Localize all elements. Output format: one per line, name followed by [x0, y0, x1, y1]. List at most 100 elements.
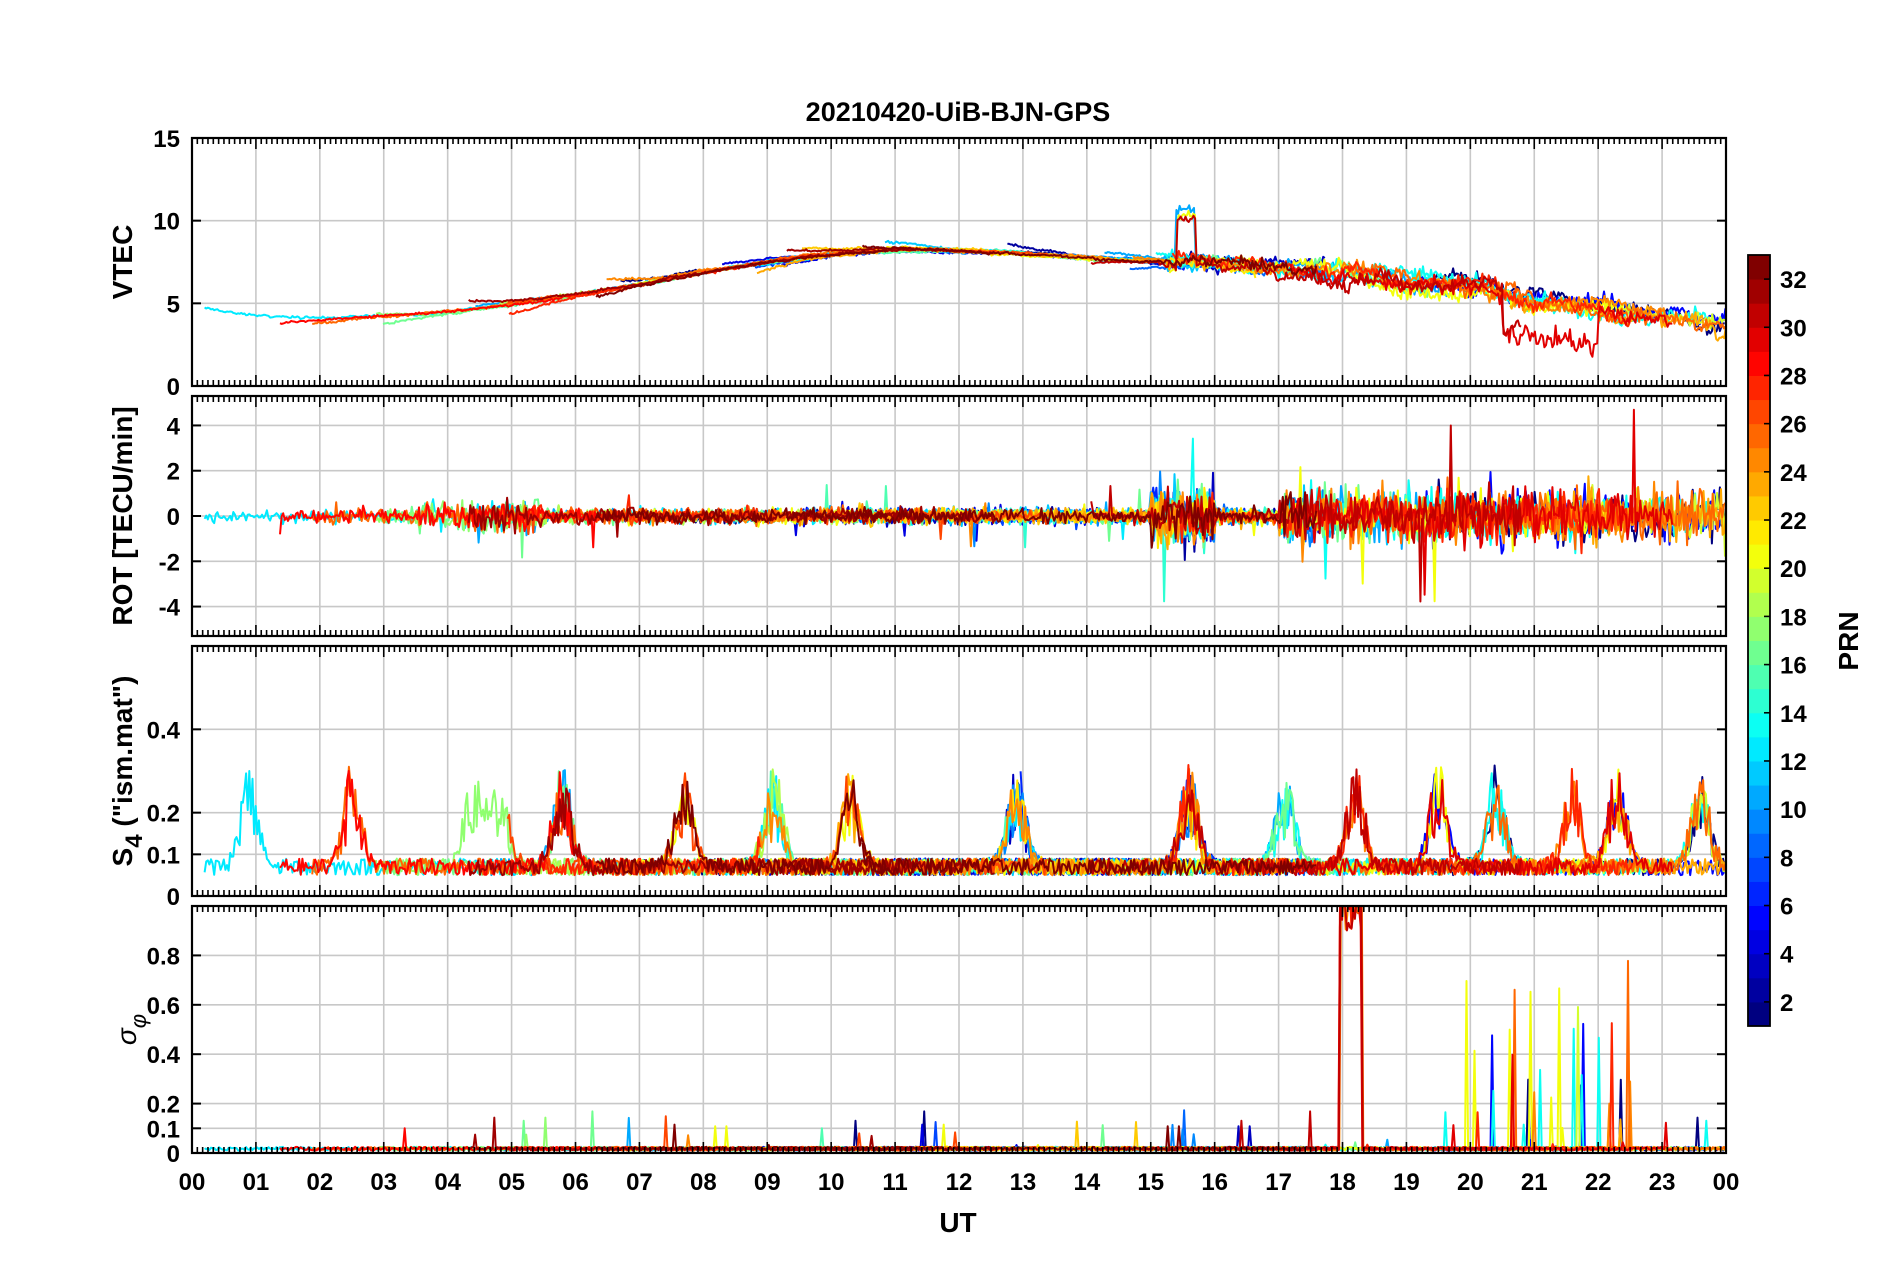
- colorbar-segment: [1748, 471, 1770, 497]
- series-group: [204, 204, 1726, 358]
- colorbar-segment: [1748, 303, 1770, 328]
- colorbar-tick-label: 4: [1780, 942, 1794, 969]
- colorbar-tick-label: 32: [1780, 267, 1807, 294]
- series-group: [204, 906, 1726, 1152]
- colorbar-segment: [1748, 1001, 1770, 1027]
- colorbar-segment: [1748, 688, 1770, 714]
- y-tick-label: 0.4: [147, 1042, 181, 1069]
- y-tick-label: 0: [167, 374, 180, 401]
- y-axis-label-main: σ: [111, 1027, 142, 1045]
- colorbar-segment: [1748, 592, 1770, 617]
- prn-1-trace: [620, 1110, 1055, 1152]
- colorbar-segment: [1748, 736, 1770, 762]
- y-tick-label: 0.4: [147, 717, 181, 744]
- colorbar-tick-label: 2: [1780, 990, 1793, 1017]
- panel-sigma-phi: 00.10.2 0.4 0.6 0.8 σφ: [111, 904, 1728, 1168]
- x-tick-label: 17: [1265, 1169, 1292, 1196]
- y-tick-label: 0.2: [147, 801, 180, 828]
- colorbar-segment: [1748, 785, 1770, 810]
- colorbar-segment: [1748, 857, 1770, 882]
- colorbar-segment: [1748, 881, 1770, 907]
- prn-32-trace: [861, 244, 1318, 276]
- prn-13-trace: [1400, 1027, 1710, 1152]
- prn-29-trace: [1289, 906, 1673, 1152]
- x-axis: 00 01 02 03 04 05 06 07 08 09 10 11 12 13 14 15 16 17 18 19…: [179, 1169, 1740, 1196]
- x-tick-label: 20: [1457, 1169, 1484, 1196]
- panel-s4: 00.10.20.4S4 ("ism.mat"): [107, 644, 1728, 911]
- x-tick-label: 22: [1585, 1169, 1612, 1196]
- prn-29-trace: [1289, 263, 1673, 358]
- x-tick-label: 05: [498, 1169, 525, 1196]
- axes-frame: [190, 904, 1728, 1155]
- x-tick-label: 02: [306, 1169, 333, 1196]
- panel-rot: -4 -2 0 2 4 ROT [TECU/min]: [107, 394, 1728, 638]
- x-tick-label: 01: [243, 1169, 270, 1196]
- x-tick-label: 18: [1329, 1169, 1356, 1196]
- prn-2-trace: [1006, 490, 1290, 561]
- prn-8-trace: [1129, 1109, 1324, 1152]
- axes-frame: [190, 644, 1728, 898]
- prn-16-trace: [382, 1110, 915, 1152]
- colorbar-tick-label: 12: [1780, 749, 1807, 776]
- prn-25-trace: [1348, 906, 1726, 1152]
- x-tick-label: 07: [626, 1169, 653, 1196]
- colorbar-tick-label: 16: [1780, 653, 1807, 680]
- y-tick-label: 0: [167, 504, 180, 531]
- x-tick-label: 11: [882, 1169, 907, 1196]
- prn-32-trace: [595, 249, 888, 299]
- colorbar-segment: [1748, 616, 1770, 641]
- colorbar-segment: [1748, 255, 1770, 280]
- colorbar-segment: [1748, 520, 1770, 545]
- y-tick-label: -2: [159, 549, 180, 576]
- prn-28-trace: [279, 770, 598, 876]
- y-axis-label: VTEC: [107, 225, 138, 300]
- prn-27-trace: [508, 836, 761, 877]
- colorbar-tick-label: 24: [1780, 460, 1807, 487]
- x-tick-label: 23: [1649, 1169, 1676, 1196]
- y-tick-label: 15: [153, 126, 180, 153]
- colorbar-tick-label: 10: [1780, 797, 1807, 824]
- colorbar-tick-label: 30: [1780, 315, 1807, 342]
- colorbar-frame: [1747, 254, 1771, 1027]
- y-tick-label: 4: [167, 413, 181, 440]
- prn-28-trace: [279, 290, 597, 325]
- axes-frame: [190, 136, 1728, 388]
- colorbar-segment: [1748, 929, 1770, 955]
- y-tick-label: 10: [153, 209, 180, 236]
- prn-29-trace: [1290, 772, 1674, 877]
- prn-32-trace: [595, 779, 888, 876]
- colorbar-tick-label: 6: [1780, 894, 1793, 921]
- prn-32-trace: [861, 842, 1317, 877]
- colorbar-segment: [1748, 399, 1770, 425]
- colorbar-tick-label: 22: [1780, 508, 1807, 535]
- colorbar-segment: [1748, 905, 1770, 931]
- chart-title: 20210420-UiB-BJN-GPS: [806, 97, 1111, 127]
- colorbar-segment: [1748, 495, 1770, 521]
- colorbar-segment: [1748, 279, 1770, 304]
- colorbar-segment: [1748, 447, 1770, 473]
- prn-27-trace: [1172, 906, 1634, 1152]
- colorbar-tick-label: 26: [1780, 412, 1807, 439]
- prn-14-trace: [992, 488, 1268, 603]
- x-tick-label: 03: [370, 1169, 397, 1196]
- y-tick-label: 0.1: [147, 842, 180, 869]
- colorbar-segment: [1748, 760, 1770, 786]
- x-tick-label: 00: [179, 1169, 206, 1196]
- colorbar-segment: [1748, 977, 1770, 1003]
- colorbar-segment: [1748, 833, 1770, 858]
- colorbar-segment: [1748, 544, 1770, 569]
- y-tick-label: 2: [167, 459, 180, 486]
- prn-28-trace: [279, 501, 598, 549]
- prn-27-trace: [508, 262, 761, 315]
- colorbar-segment: [1748, 423, 1770, 449]
- colorbar-tick-label: 20: [1780, 556, 1807, 583]
- x-tick-label: 15: [1137, 1169, 1164, 1196]
- colorbar-tick-label: 8: [1780, 845, 1793, 872]
- prn-20-trace: [1168, 980, 1624, 1152]
- colorbar-segment: [1748, 664, 1770, 690]
- colorbar-label: PRN: [1833, 611, 1864, 670]
- colorbar-segment: [1748, 568, 1770, 593]
- x-axis-label: UT: [939, 1207, 976, 1238]
- x-tick-label: 08: [690, 1169, 717, 1196]
